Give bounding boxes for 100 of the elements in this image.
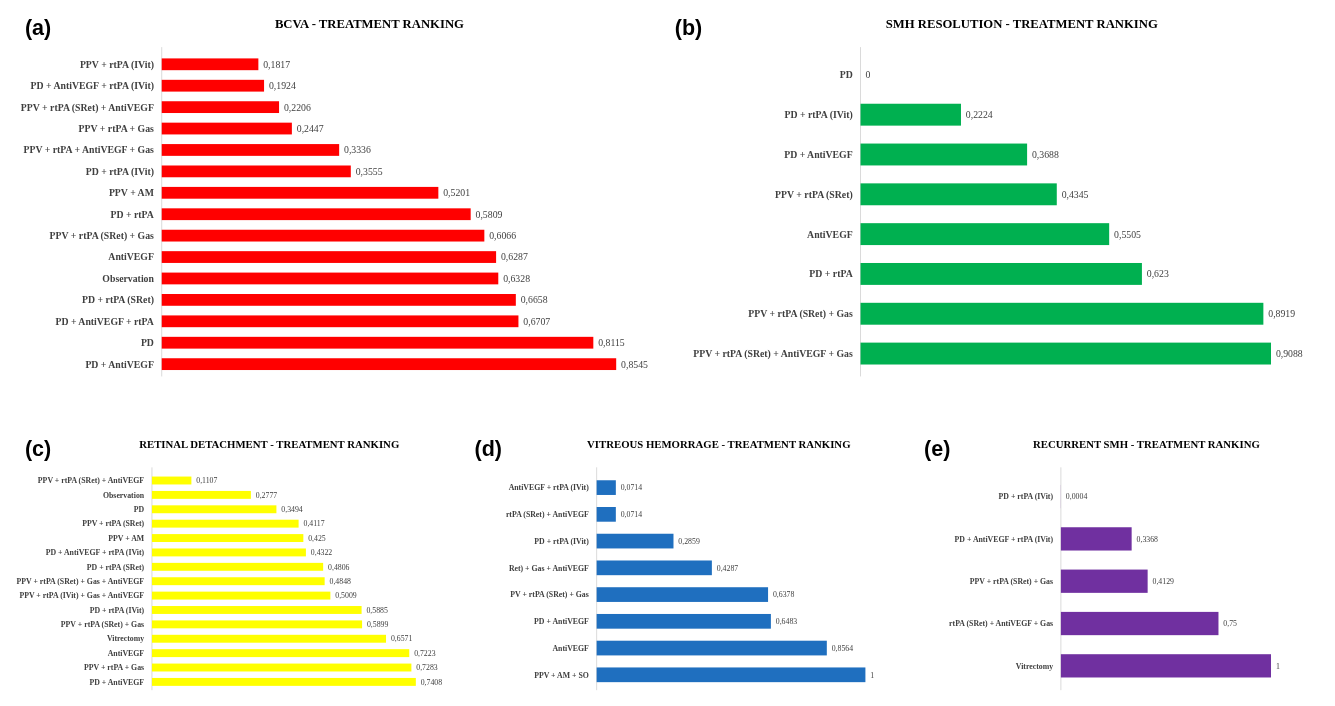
y-tick-label: PPV + rtPA (SRet) bbox=[82, 519, 145, 529]
chart-title: BCVA - TREATMENT RANKING bbox=[274, 16, 465, 31]
data-label: 0,7408 bbox=[420, 677, 443, 687]
data-label: 0,8919 bbox=[1268, 308, 1296, 320]
bar bbox=[596, 560, 712, 576]
bar bbox=[1060, 654, 1272, 678]
y-tick-label: PD + rtPA (IVit) bbox=[89, 605, 145, 615]
data-label: 0,425 bbox=[308, 533, 326, 543]
y-tick-label: PPV + rtPA (SRet) + Gas bbox=[60, 620, 145, 630]
y-tick-label: rtPA (SRet) + AntiVEGF bbox=[505, 510, 590, 520]
y-tick-label: Ret) + Gas + AntiVEGF bbox=[508, 563, 590, 573]
y-tick-label: PPV + rtPA (SRet) + Gas bbox=[748, 308, 853, 321]
y-tick-label: PD + AntiVEGF + rtPA (IVit) bbox=[45, 548, 145, 558]
data-label: 0,5899 bbox=[366, 620, 389, 630]
bar bbox=[161, 122, 292, 135]
bar bbox=[860, 103, 961, 126]
bar bbox=[596, 507, 616, 522]
y-tick-label: PD + rtPA (IVit) bbox=[784, 109, 853, 122]
data-label: 0,3688 bbox=[1031, 148, 1059, 160]
bar bbox=[1060, 611, 1219, 636]
y-tick-label: PD + AntiVEGF bbox=[85, 358, 154, 370]
bar bbox=[151, 591, 331, 600]
data-label: 0,2447 bbox=[296, 122, 324, 134]
y-tick-label: AntiVEGF bbox=[108, 251, 154, 263]
y-tick-label: PPV + rtPA (SRet) + Gas + AntiVEGF bbox=[16, 576, 145, 586]
y-tick-label: PD bbox=[140, 337, 154, 349]
data-label: 0,6707 bbox=[523, 315, 551, 327]
y-tick-label: PD + rtPA bbox=[809, 268, 853, 280]
data-label: 0,3368 bbox=[1136, 534, 1159, 544]
y-tick-label: PPV + rtPA + Gas bbox=[78, 122, 155, 134]
y-tick-label: PD + AntiVEGF bbox=[534, 617, 590, 627]
data-label: 1 bbox=[870, 670, 875, 680]
y-tick-label: AntiVEGF bbox=[807, 228, 853, 240]
bar bbox=[151, 505, 277, 514]
y-tick-label: PPV + rtPA + AntiVEGF + Gas bbox=[23, 144, 155, 156]
bar bbox=[860, 183, 1057, 206]
y-tick-label: Observation bbox=[102, 272, 155, 284]
y-tick-label: AntiVEGF bbox=[107, 648, 145, 658]
data-label: 0,6483 bbox=[775, 617, 798, 627]
bar bbox=[151, 649, 410, 658]
bar bbox=[161, 144, 340, 156]
bar bbox=[161, 315, 519, 328]
bar bbox=[151, 606, 362, 614]
data-label: 0,9088 bbox=[1275, 347, 1303, 359]
bar bbox=[161, 79, 265, 92]
data-label: 0,5201 bbox=[443, 187, 471, 199]
data-label: 1 bbox=[1275, 661, 1280, 671]
data-label: 0,3336 bbox=[344, 144, 372, 156]
bar bbox=[860, 262, 1142, 285]
data-label: 0,6328 bbox=[503, 272, 531, 284]
data-label: 0,8545 bbox=[621, 358, 649, 370]
y-tick-label: PD + AntiVEGF bbox=[89, 677, 145, 687]
bar bbox=[596, 667, 866, 683]
bar bbox=[161, 336, 594, 349]
data-label: 0,2224 bbox=[965, 109, 993, 121]
data-label: 0,5809 bbox=[475, 208, 503, 220]
bar bbox=[1060, 569, 1148, 593]
y-tick-label: PPV + rtPA (IVit) + Gas + AntiVEGF bbox=[19, 591, 145, 601]
bar bbox=[596, 587, 769, 602]
data-label: 0,4117 bbox=[303, 519, 325, 529]
data-label: 0,2859 bbox=[678, 536, 700, 546]
bar bbox=[860, 302, 1264, 325]
y-tick-label: PD + rtPA bbox=[110, 208, 154, 220]
y-tick-label: PD + AntiVEGF + rtPA bbox=[55, 315, 154, 327]
text: (a) bbox=[24, 16, 52, 41]
y-tick-label: PD + rtPA (IVit) bbox=[534, 536, 590, 546]
y-tick-label: PD + AntiVEGF + rtPA (IVit) bbox=[954, 534, 1054, 544]
bar bbox=[161, 58, 259, 71]
bar bbox=[161, 294, 516, 306]
data-label: 0,8115 bbox=[598, 337, 625, 349]
data-label: 0,0714 bbox=[620, 510, 643, 520]
data-label: 0,5505 bbox=[1114, 228, 1142, 240]
y-tick-label: rtPA (SRet) + AntiVEGF + Gas bbox=[949, 619, 1054, 629]
bar bbox=[161, 229, 485, 242]
text: (e) bbox=[924, 436, 951, 461]
data-label: 0,7283 bbox=[416, 663, 438, 673]
chart-title: SMH RESOLUTION - TREATMENT RANKING bbox=[885, 16, 1158, 31]
text: (d) bbox=[474, 436, 502, 461]
y-tick-label: PPV + rtPA (SRet) bbox=[775, 188, 853, 201]
y-tick-label: PPV + rtPA (SRet) + Gas bbox=[49, 230, 155, 243]
bar bbox=[1060, 527, 1132, 551]
text: (c) bbox=[24, 436, 52, 461]
bar bbox=[151, 577, 325, 586]
data-label: 0,2206 bbox=[283, 101, 311, 113]
bar bbox=[151, 634, 387, 643]
data-label: 0,6066 bbox=[489, 230, 517, 242]
y-tick-label: PPV + AM bbox=[108, 187, 154, 199]
y-tick-label: PPV + AM bbox=[108, 533, 145, 543]
text: (b) bbox=[674, 16, 703, 41]
data-label: 0,2777 bbox=[255, 490, 278, 500]
data-label: 0,4287 bbox=[716, 563, 739, 573]
bar bbox=[161, 186, 439, 199]
bar bbox=[151, 677, 416, 686]
bar bbox=[151, 534, 304, 543]
data-label: 0,1107 bbox=[196, 476, 218, 486]
bar bbox=[596, 640, 827, 656]
y-tick-label: PD + rtPA (SRet) bbox=[86, 562, 145, 572]
data-label: 0,3494 bbox=[281, 505, 303, 515]
y-tick-label: PD + AntiVEGF + rtPA (IVit) bbox=[30, 80, 154, 93]
data-label: 0,5885 bbox=[366, 605, 389, 615]
